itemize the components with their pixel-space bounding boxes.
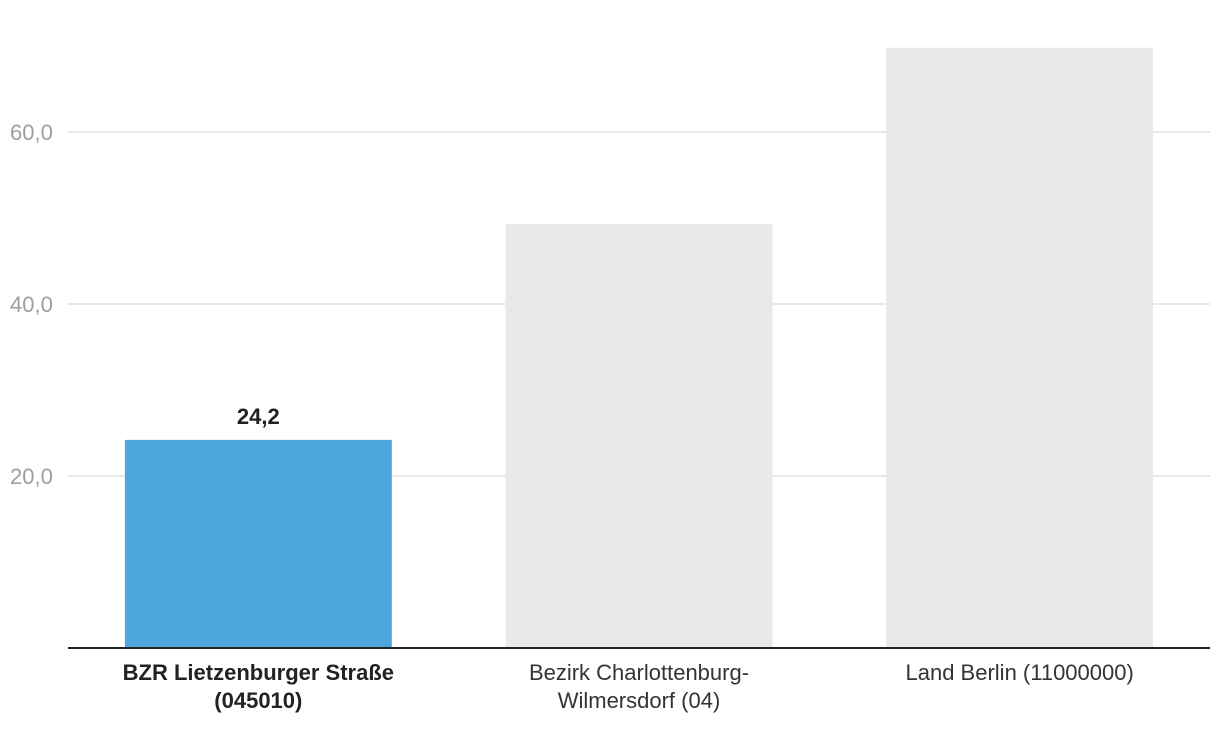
- labels: 20,0 40,0 60,0 24,2 BZR Lietzenburger Straße…: [10, 120, 1134, 713]
- bar: [886, 47, 1154, 649]
- x-category-label: Land Berlin (11000000): [906, 660, 1134, 685]
- bar: [505, 224, 773, 648]
- x-category-label: Bezirk Charlottenburg-Wilmersdorf (04): [529, 660, 749, 713]
- data-label: 24,2: [237, 404, 280, 429]
- bar: [124, 439, 392, 648]
- y-tick-label: 40,0: [10, 292, 53, 317]
- x-category-label: BZR Lietzenburger Straße (045010): [123, 660, 394, 713]
- y-tick-label: 60,0: [10, 120, 53, 145]
- bars: [124, 47, 1154, 649]
- y-tick-label: 20,0: [10, 464, 53, 489]
